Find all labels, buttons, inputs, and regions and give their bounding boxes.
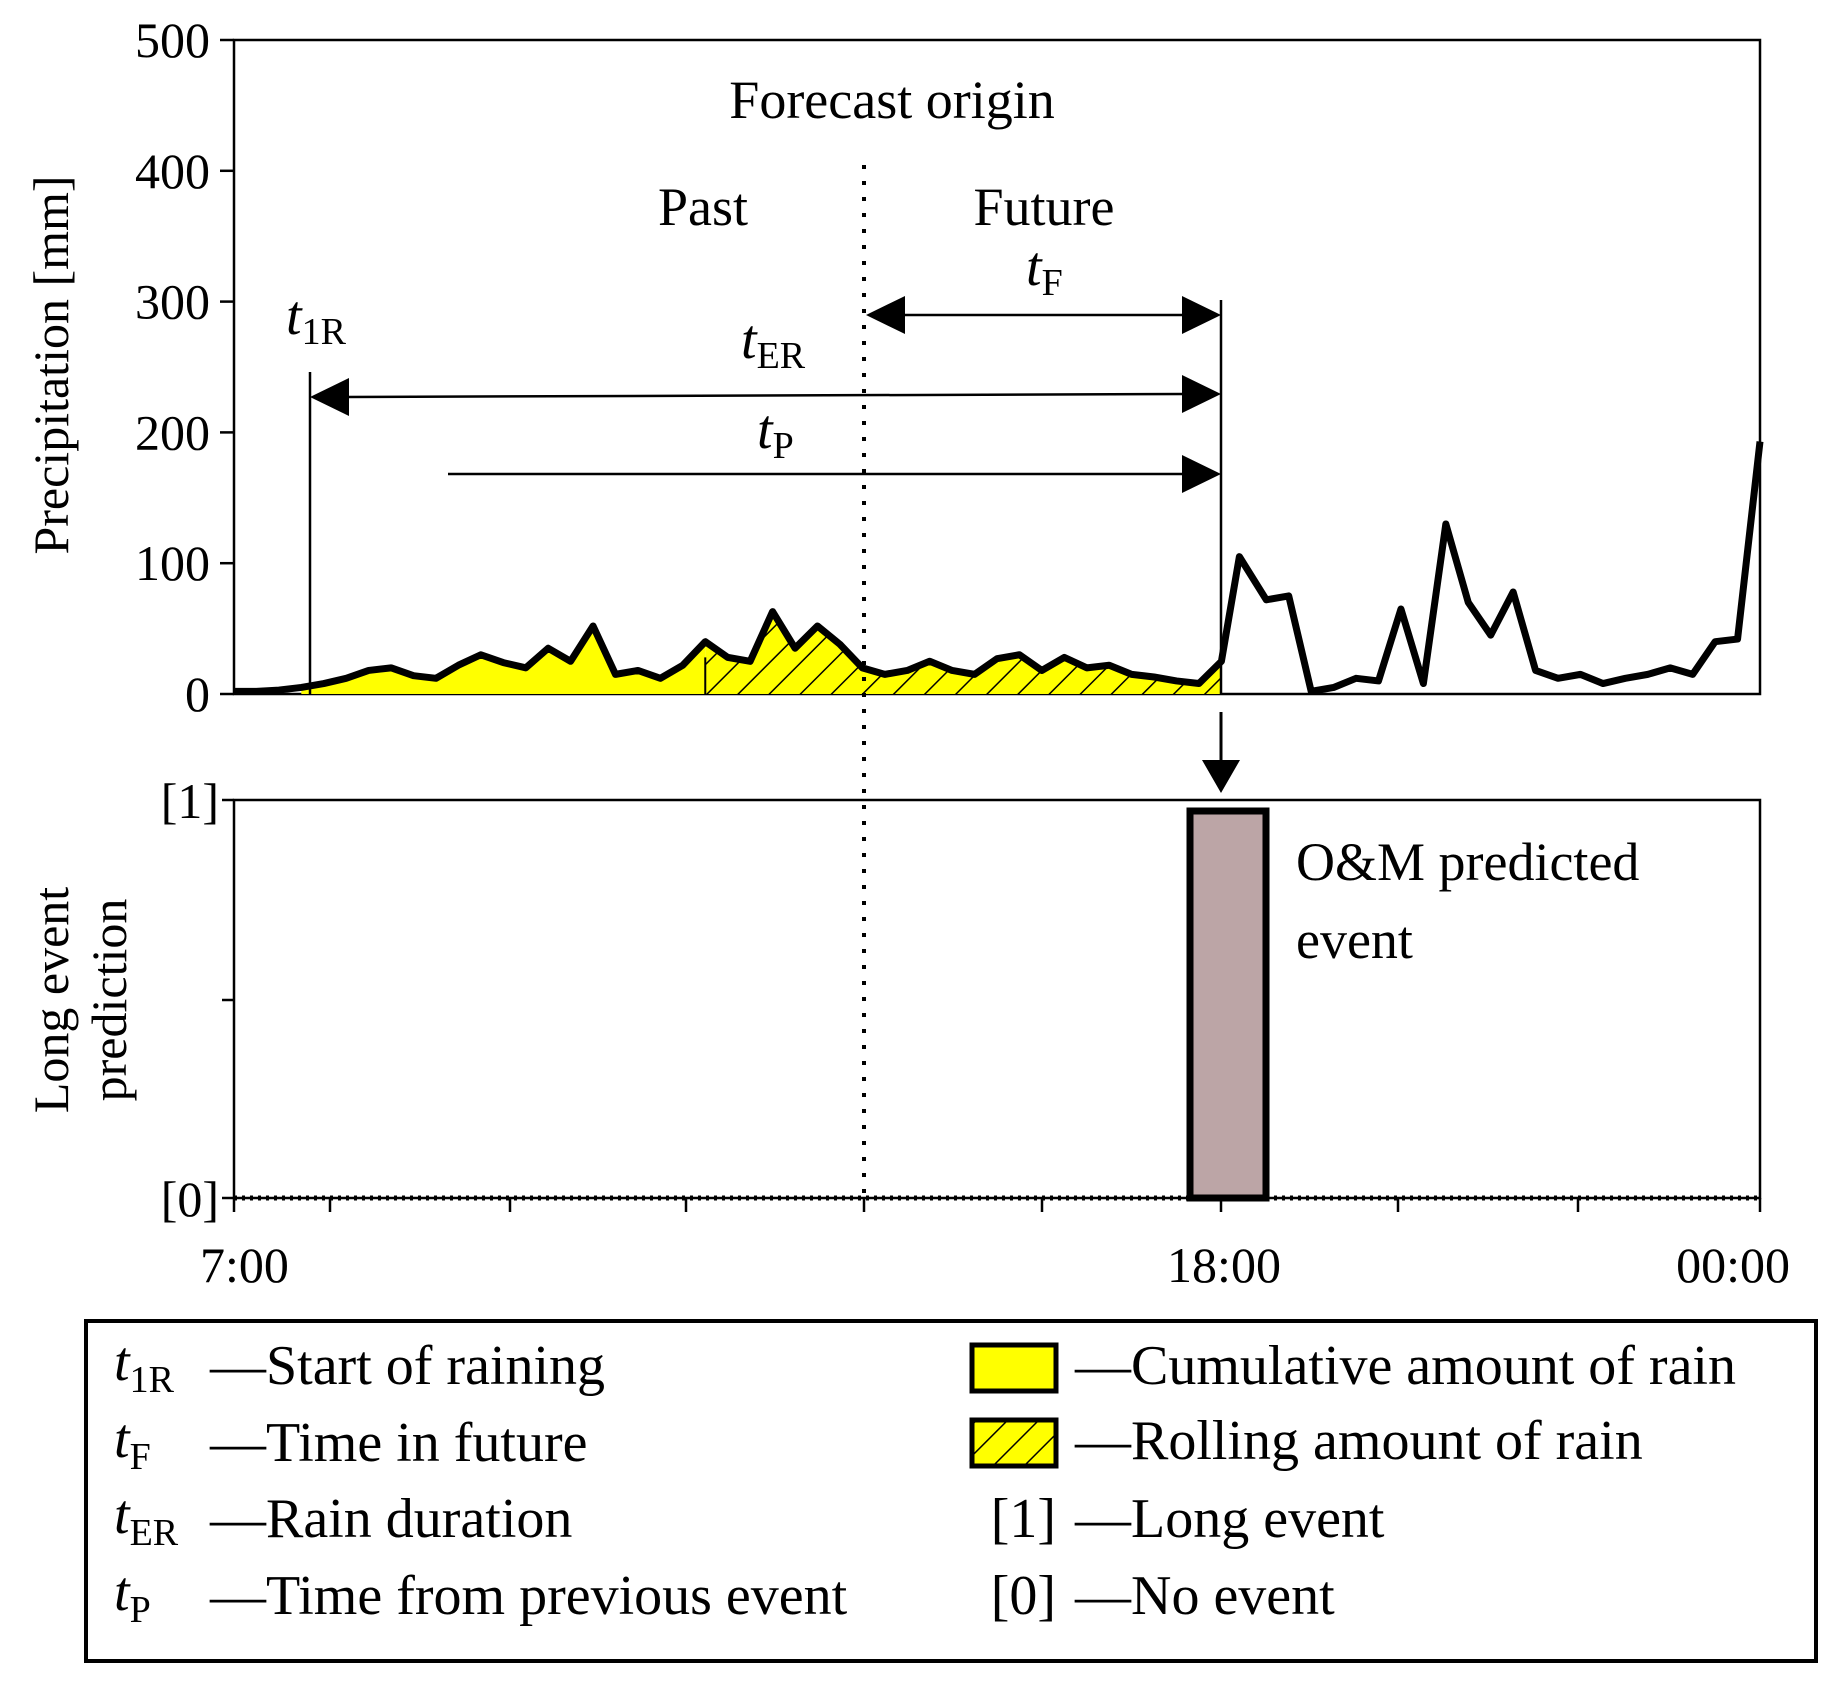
event-bar — [1186, 807, 1270, 1202]
y-tick-0: [0] — [161, 1171, 219, 1227]
top-y-axis-title: Precipitation [mm] — [23, 175, 79, 554]
x-tick-7-00: 7:00 — [200, 1237, 289, 1293]
legend-ter-text: —Rain duration — [209, 1488, 572, 1550]
legend-hatched-box — [969, 1417, 1059, 1469]
legend-frame — [84, 1319, 1818, 1663]
y-tick-label: 200 — [135, 404, 210, 460]
legend-key-0: [0] — [991, 1565, 1056, 1627]
legend-tf-symbol: tF — [114, 1408, 151, 1478]
x-tick-00-00: 00:00 — [1676, 1237, 1790, 1293]
precipitation-series — [234, 441, 1764, 695]
tp-arrow — [448, 455, 1221, 493]
legend-t1r-text: —Start of raining — [209, 1335, 605, 1397]
ter-arrow — [310, 375, 1221, 416]
bottom-y-axis-title-line2: prediction — [81, 899, 137, 1102]
x-axis-ticks — [232, 1198, 1762, 1212]
forecast-origin-label: Forecast origin — [729, 70, 1054, 130]
top-y-axis: 0 100 200 300 400 500 — [135, 12, 234, 722]
y-tick-label: 100 — [135, 535, 210, 591]
bottom-y-axis-title-line1: Long event — [23, 887, 79, 1113]
om-label-line1: O&M predicted — [1296, 832, 1639, 892]
legend-cumulative-text: —Cumulative amount of rain — [1074, 1335, 1736, 1397]
legend-ter-symbol: tER — [114, 1484, 179, 1554]
legend-key-1: [1] — [991, 1488, 1056, 1550]
y-tick-label: 400 — [135, 143, 210, 199]
tf-label: tF — [1026, 236, 1063, 304]
y-tick-label: 500 — [135, 12, 210, 68]
tp-label: tP — [757, 399, 794, 467]
precipitation-line — [234, 441, 1764, 695]
past-label: Past — [658, 177, 748, 237]
legend-tf-text: —Time in future — [209, 1412, 587, 1474]
top-plot-frame — [232, 38, 1762, 696]
legend: t1R —Start of raining tF —Time in future… — [84, 1319, 1818, 1663]
om-label-line2: event — [1296, 910, 1413, 970]
x-tick-18-00: 18:00 — [1167, 1237, 1281, 1293]
y-tick-1: [1] — [161, 773, 219, 829]
rain-area — [301, 611, 1222, 694]
legend-yellow-box — [969, 1342, 1059, 1394]
legend-tp-text: —Time from previous event — [209, 1565, 848, 1627]
legend-long-event-text: —Long event — [1074, 1488, 1385, 1550]
long-event-chart: [1] [0] Long event prediction O&M predic… — [23, 773, 1790, 1293]
legend-t1r-symbol: t1R — [114, 1331, 175, 1401]
event-down-arrow — [1202, 712, 1240, 793]
future-label: Future — [974, 177, 1115, 237]
precipitation-chart: 0 100 200 300 400 500 Precipitation [mm] Fore… — [23, 12, 1764, 793]
t1r-label: t1R — [286, 285, 347, 353]
ter-label: tER — [741, 309, 806, 377]
legend-rolling-text: —Rolling amount of rain — [1074, 1410, 1643, 1472]
y-tick-label: 300 — [135, 274, 210, 330]
legend-no-event-text: —No event — [1074, 1565, 1335, 1627]
tf-arrow — [866, 296, 1221, 334]
legend-tp-symbol: tP — [114, 1561, 151, 1631]
rolling-rain-area — [705, 611, 1222, 694]
y-tick-label: 0 — [185, 666, 210, 722]
cumulative-rain-area — [301, 625, 706, 694]
